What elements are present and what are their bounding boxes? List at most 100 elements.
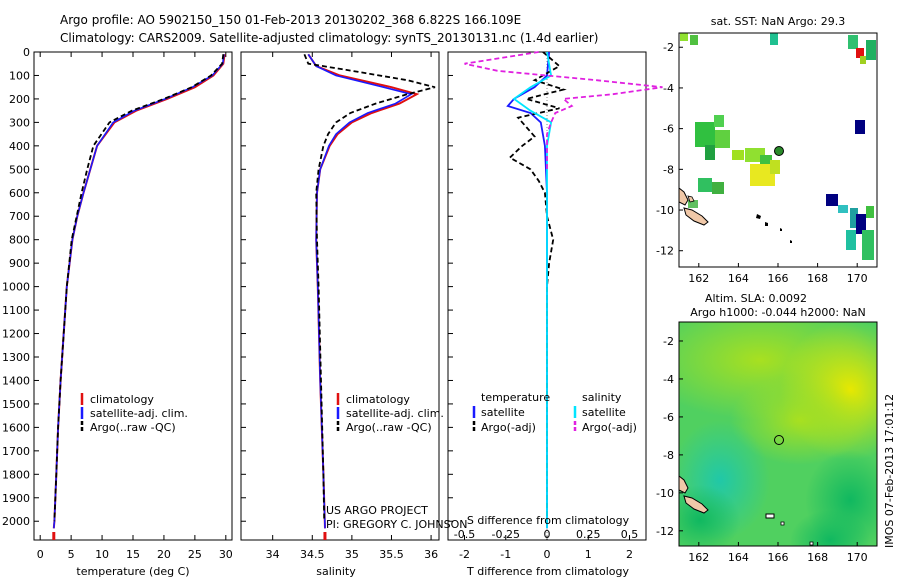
sst-cell bbox=[856, 214, 866, 234]
sst-cell bbox=[698, 178, 712, 192]
lon-tick-label: 168 bbox=[807, 551, 828, 564]
depth-tick-labels: 0 100 200 300 400 500 600 700 800 900 1000 1100 1200… bbox=[2, 46, 453, 528]
header-line2: Climatology: CARS2009. Satellite-adjuste… bbox=[60, 31, 598, 45]
lon-tick-label: 164 bbox=[728, 272, 749, 285]
lat-tick-label: -12 bbox=[656, 525, 674, 538]
legend-label-temp-argo: Argo(-adj) bbox=[481, 421, 536, 434]
sst-cell bbox=[826, 194, 838, 206]
x-tick-label: 34 bbox=[266, 548, 280, 561]
difference-panel: -2 -1 0 1 2 -0.5 -0.25 0 0.25 0.5 S difference fr… bbox=[447, 51, 663, 578]
sst-cell bbox=[848, 35, 858, 49]
y-tick-label: 1100 bbox=[2, 304, 30, 317]
sla-lat-ticks: -2 -4 -6 -8 -10 -12 bbox=[656, 335, 683, 538]
legend-title-temperature: temperature bbox=[481, 391, 550, 404]
lon-tick-label: 164 bbox=[728, 551, 749, 564]
lon-tick-label: 162 bbox=[688, 272, 709, 285]
sla-map-panel: Altim. SLA: 0.0092 Argo h1000: -0.044 h2… bbox=[656, 292, 896, 564]
sst-cell bbox=[760, 155, 772, 165]
y-tick-label: 1400 bbox=[2, 374, 30, 387]
y-tick-label: 1000 bbox=[2, 281, 30, 294]
sst-cell bbox=[705, 145, 715, 160]
y-tick-label: 0 bbox=[23, 46, 30, 59]
y-tick-label: 1300 bbox=[2, 351, 30, 364]
legend-label-argo: Argo(..raw -QC) bbox=[90, 421, 176, 434]
y-tick-label: 800 bbox=[9, 234, 30, 247]
x-tick-label: 35.5 bbox=[379, 548, 404, 561]
x-tick-label: 25 bbox=[188, 548, 202, 561]
sst-cell bbox=[850, 208, 858, 228]
y-tick-label: 1200 bbox=[2, 328, 30, 341]
sst-map-panel: sat. SST: NaN Argo: 29.3 162 164 166 168 170… bbox=[656, 15, 878, 285]
sst-lon-ticks: 162 164 166 168 170 bbox=[688, 263, 868, 285]
salinity-xlabel: salinity bbox=[316, 565, 356, 578]
sst-cell bbox=[838, 205, 848, 213]
credits-line1: US ARGO PROJECT bbox=[326, 504, 428, 517]
sst-cell bbox=[860, 56, 866, 64]
argo-location-marker bbox=[774, 435, 784, 445]
sst-cell bbox=[688, 200, 698, 208]
x-tick-label: 0 bbox=[37, 548, 44, 561]
lon-tick-label: 162 bbox=[688, 551, 709, 564]
temperature-legend: climatology satellite-adj. clim. Argo(..… bbox=[80, 393, 188, 434]
y-tick-label: 1600 bbox=[2, 421, 30, 434]
y-tick-label: 1800 bbox=[2, 468, 30, 481]
temperature-axes-frame bbox=[33, 51, 233, 541]
lat-tick-label: -2 bbox=[663, 335, 674, 348]
legend-title-salinity: salinity bbox=[582, 391, 622, 404]
legend-label-argo: Argo(..raw -QC) bbox=[346, 421, 432, 434]
lat-tick-label: -6 bbox=[663, 411, 674, 424]
salinity-legend: climatology satellite-adj. clim. Argo(..… bbox=[336, 393, 444, 434]
salinity-series bbox=[303, 53, 436, 540]
lat-tick-label: -2 bbox=[663, 41, 674, 54]
sst-cell bbox=[846, 230, 856, 250]
sst-cell bbox=[866, 206, 874, 218]
argo-location-marker bbox=[774, 146, 784, 156]
coastline-islands bbox=[678, 186, 792, 243]
legend-label-climatology: climatology bbox=[90, 393, 154, 406]
series-line-salinity-argo-adj- bbox=[464, 51, 663, 170]
x-tick-label: 34.5 bbox=[300, 548, 325, 561]
series-line-salinity-satellite bbox=[512, 51, 553, 529]
legend-label-climatology: climatology bbox=[346, 393, 410, 406]
sst-cell bbox=[715, 130, 730, 148]
y-tick-label: 400 bbox=[9, 140, 30, 153]
x-top-tick-label: -0.5 bbox=[454, 528, 475, 541]
x-tick-label: 35 bbox=[345, 548, 359, 561]
y-tick-label: 1900 bbox=[2, 492, 30, 505]
lon-tick-label: 170 bbox=[847, 272, 868, 285]
lat-tick-label: -6 bbox=[663, 123, 674, 136]
series-line-argo-raw-qc- bbox=[303, 53, 436, 522]
y-tick-label: 700 bbox=[9, 210, 30, 223]
timestamp: IMOS 07-Feb-2013 17:01:12 bbox=[883, 394, 896, 548]
series-line-climatology bbox=[52, 54, 226, 529]
sst-cell bbox=[732, 150, 744, 160]
credits-line2: PI: GREGORY C. JOHNSON bbox=[326, 518, 467, 531]
legend-label-satellite: satellite-adj. clim. bbox=[346, 407, 444, 420]
sst-cell bbox=[750, 164, 775, 186]
sst-lat-ticks: -2 -4 -6 -8 -10 -12 bbox=[656, 41, 683, 258]
series-line-temperature-satellite bbox=[506, 51, 550, 529]
temperature-panel: 0100200300400500600700800900100011001200… bbox=[2, 46, 453, 578]
t-difference-label: T difference from climatology bbox=[466, 565, 629, 578]
lat-tick-label: -10 bbox=[656, 204, 674, 217]
y-tick-label: 2000 bbox=[2, 515, 30, 528]
lon-tick-label: 166 bbox=[768, 551, 789, 564]
x-tick-label: -2 bbox=[459, 548, 470, 561]
sst-cell bbox=[866, 40, 876, 60]
x-top-tick-label: 0 bbox=[544, 528, 551, 541]
sla-lon-ticks: 162 164 166 168 170 bbox=[688, 542, 868, 564]
x-top-tick-label: 0.25 bbox=[576, 528, 601, 541]
lat-tick-label: -8 bbox=[663, 163, 674, 176]
x-tick-label: 20 bbox=[157, 548, 171, 561]
series-line-temperature-argo-adj- bbox=[508, 51, 567, 522]
sst-cells bbox=[680, 33, 876, 260]
temperature-tick-labels: 0 5 10 15 20 25 30 bbox=[37, 52, 233, 561]
legend-label-temp-satellite: satellite bbox=[481, 406, 525, 419]
x-top-tick-label: 0.5 bbox=[621, 528, 639, 541]
x-tick-label: 5 bbox=[68, 548, 75, 561]
sla-map-title-2: Argo h1000: -0.044 h2000: NaN bbox=[690, 306, 866, 319]
temperature-series bbox=[52, 54, 226, 540]
difference-series bbox=[464, 51, 663, 540]
sst-cell bbox=[680, 33, 688, 41]
sst-cell bbox=[714, 115, 724, 127]
